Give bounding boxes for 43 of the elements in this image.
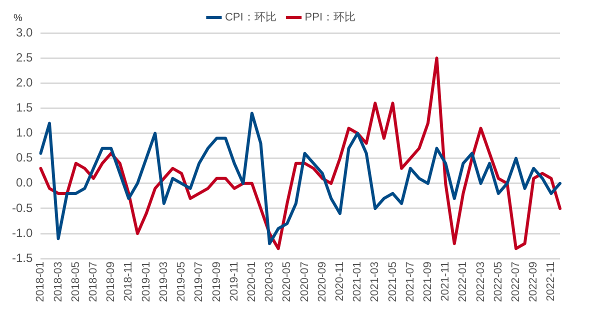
x-tick-label: 2018-03	[52, 262, 64, 302]
x-tick-label: 2018-09	[105, 262, 118, 302]
x-tick-label: 2022-05	[492, 262, 504, 302]
x-tick-label: 2020-07	[298, 262, 311, 302]
x-tick-label: 2022-03	[474, 262, 487, 302]
x-tick-label: 2018-07	[88, 262, 100, 302]
x-tick-label: 2020-05	[281, 262, 294, 302]
y-tick-label: -0.5	[12, 200, 33, 215]
x-tick-label: 2022-09	[528, 262, 540, 302]
x-tick-label: 2020-03	[264, 262, 276, 302]
y-tick-label: 0.0	[16, 176, 33, 190]
x-tick-label: 2020-09	[316, 262, 328, 302]
x-tick-label: 2019-05	[176, 262, 188, 302]
x-tick-label: 2018-01	[34, 262, 47, 302]
y-tick-label: 1.5	[16, 100, 33, 115]
x-tick-label: 2019-01	[140, 262, 152, 302]
y-tick-label: -1.5	[12, 250, 33, 265]
x-tick-label: 2019-09	[210, 262, 223, 302]
x-tick-label: 2021-01	[352, 262, 364, 302]
x-tick-label: 2018-05	[70, 262, 82, 302]
x-tick-label: 2022-01	[457, 262, 470, 302]
x-tick-label: 2020-11	[334, 262, 346, 302]
y-tick-label: 3.0	[16, 25, 33, 40]
legend-label: PPI：环比	[304, 10, 356, 24]
y-tick-label: 2.5	[16, 50, 33, 64]
x-tick-label: 2022-07	[510, 262, 522, 302]
x-tick-label: 2020-01	[246, 262, 258, 302]
x-tick-label: 2021-05	[386, 262, 399, 302]
x-tick-label: 2018-11	[122, 262, 135, 302]
x-tick-label: 2019-03	[158, 262, 170, 302]
x-tick-label: 2021-07	[404, 262, 416, 302]
x-tick-label: 2019-07	[193, 262, 206, 302]
legend-label: CPI：环比	[224, 10, 276, 24]
x-tick-label: 2021-11	[440, 262, 452, 302]
x-tick-label: 2021-09	[422, 262, 434, 302]
x-tick-label: 2019-11	[228, 262, 240, 302]
y-tick-label: 2.0	[16, 75, 33, 90]
y-tick-label: -1.0	[12, 226, 33, 240]
x-tick-label: 2022-11	[545, 262, 558, 302]
y-tick-label: 0.5	[16, 150, 33, 165]
y-tick-label: 1.0	[16, 126, 33, 140]
x-tick-label: 2021-03	[369, 262, 382, 302]
y-axis-title: %	[14, 12, 23, 24]
